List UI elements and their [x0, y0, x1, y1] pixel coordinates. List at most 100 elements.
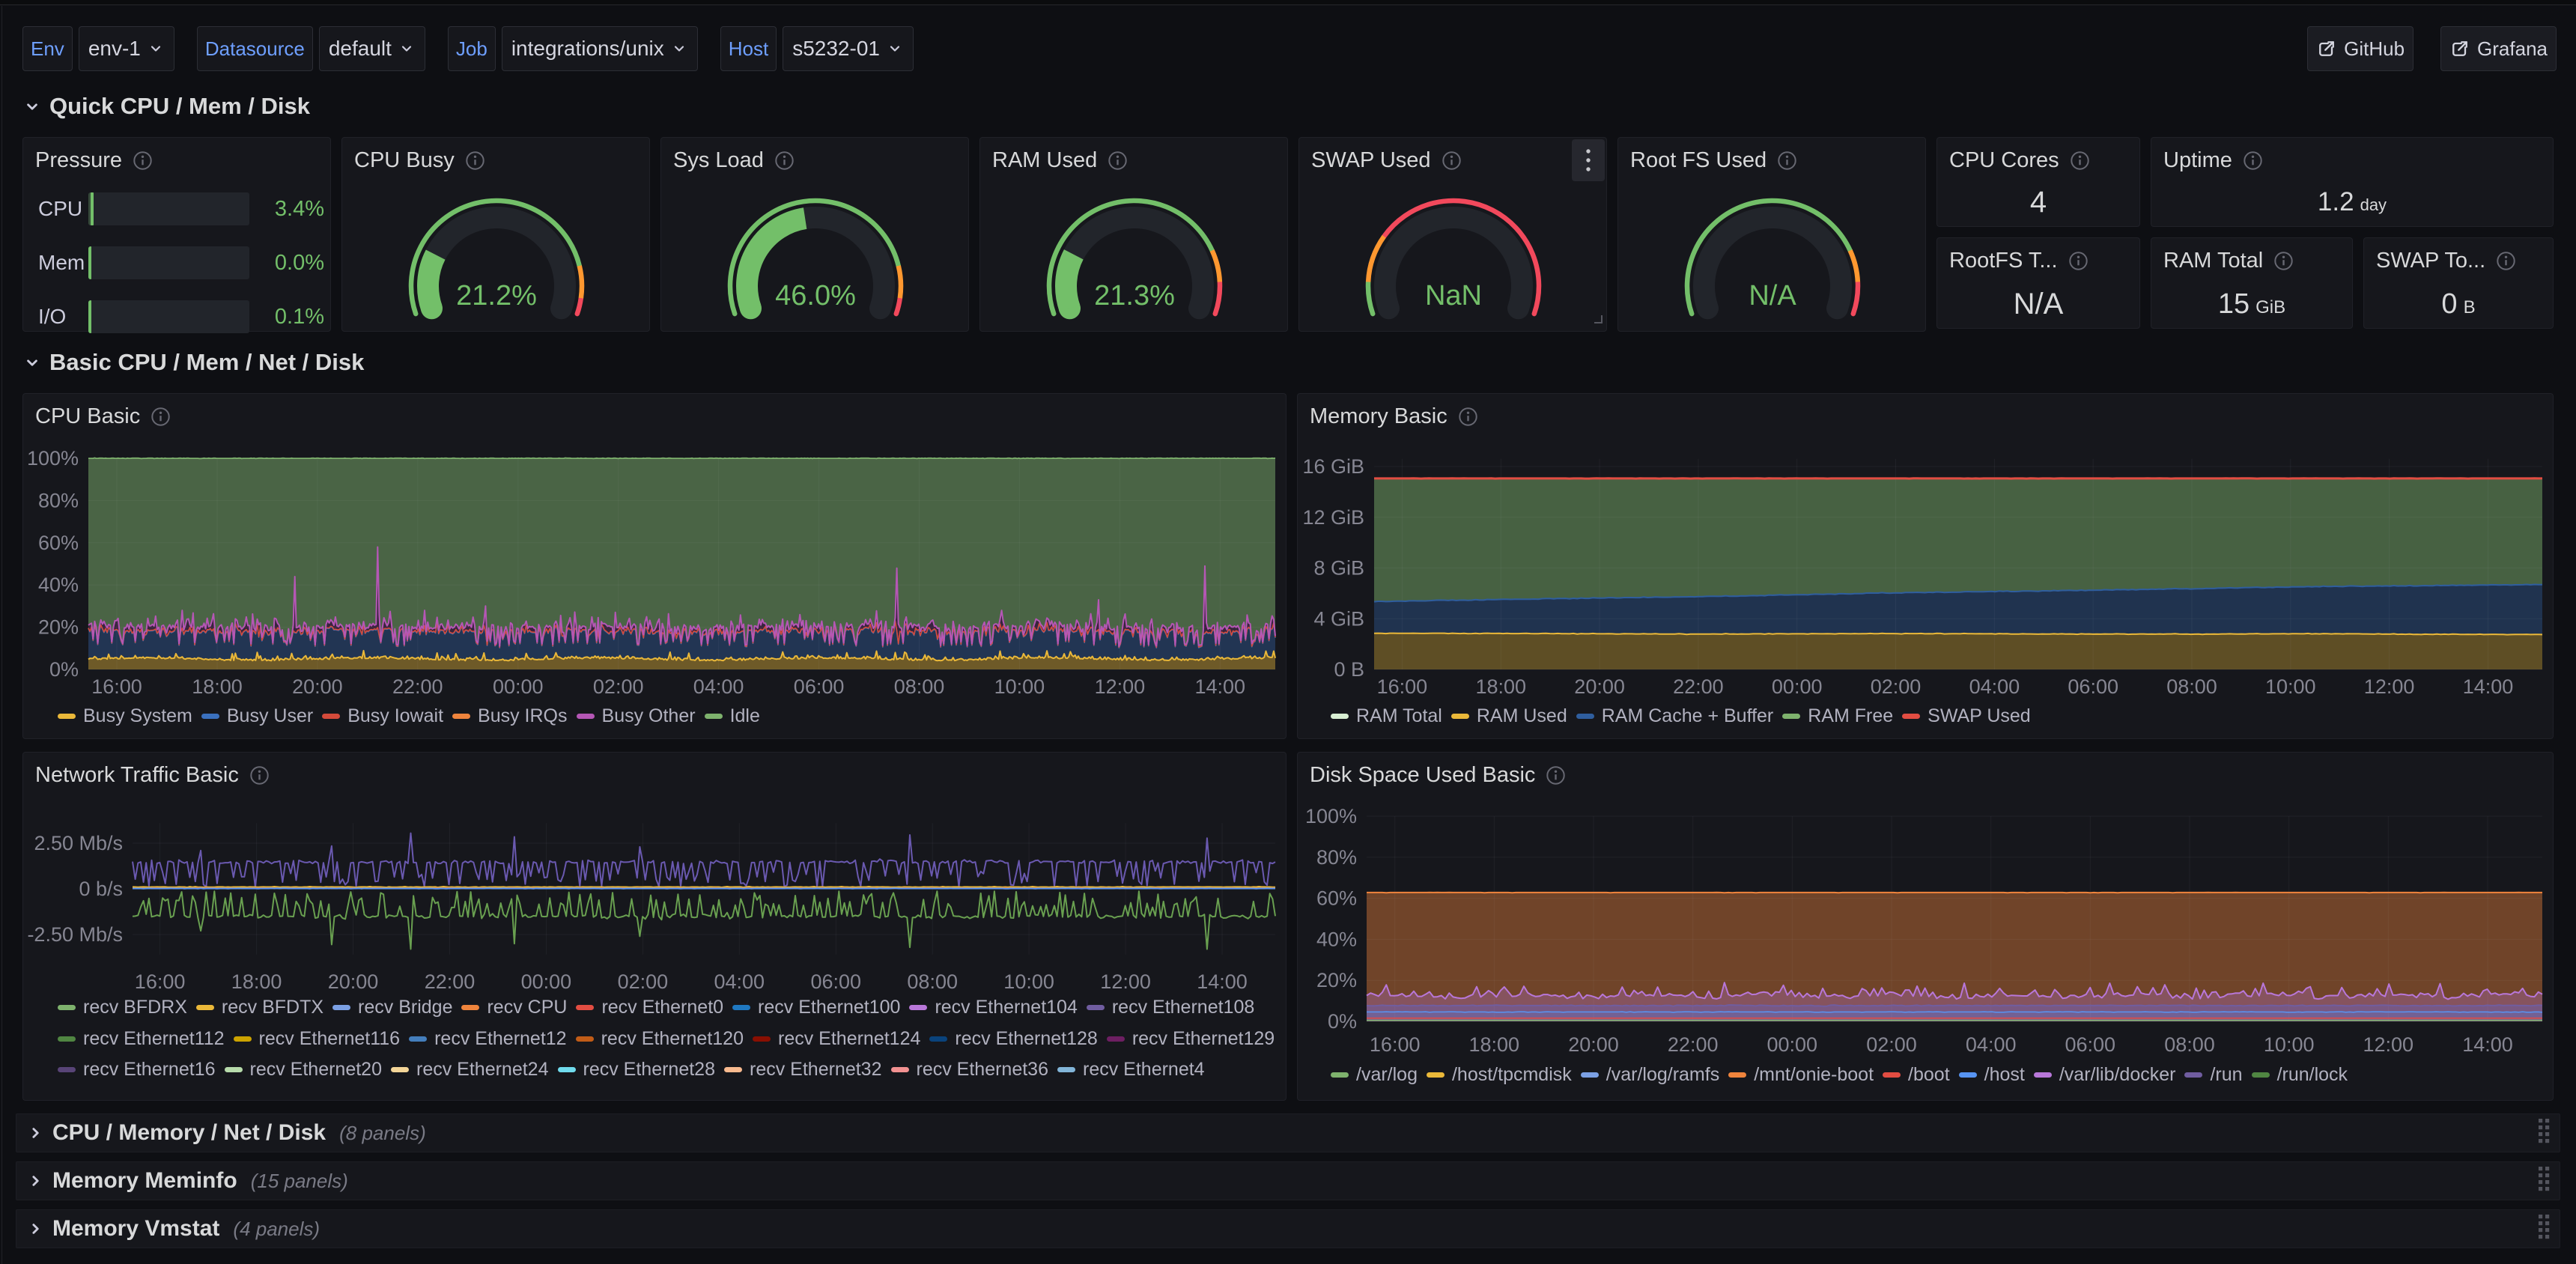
svg-text:20:00: 20:00 — [328, 970, 379, 993]
legend-item[interactable]: recv BFDTX — [195, 997, 323, 1018]
svg-text:12:00: 12:00 — [1095, 675, 1146, 698]
legend-item[interactable]: /var/log — [1331, 1064, 1418, 1086]
svg-text:22:00: 22:00 — [1673, 675, 1724, 698]
legend-label: SWAP Used — [1928, 705, 2031, 726]
legend-item[interactable]: recv Bridge — [332, 997, 452, 1018]
legend-item[interactable]: recv Ethernet24 — [391, 1059, 549, 1081]
chart-mem[interactable]: 0 B 4 GiB 8 GiB 12 GiB 16 GiB 16:00 18:00 20:00… — [1298, 394, 2554, 740]
legend-item[interactable]: recv Ethernet12 — [409, 1028, 567, 1050]
legend-item[interactable]: recv Ethernet120 — [575, 1028, 744, 1050]
variable-select-job[interactable]: integrations/unix — [501, 26, 698, 71]
chart-disk[interactable]: 0% 20% 40% 60% 80% 100% 16:00 18:00 20:00 22:00 00… — [1298, 753, 2554, 1102]
info-icon — [2070, 151, 2090, 171]
legend-item[interactable]: Busy Iowait — [322, 705, 443, 727]
panel-header[interactable]: SWAP To... — [2376, 247, 2516, 274]
legend-item[interactable]: recv CPU — [461, 997, 567, 1018]
panel-header[interactable]: RootFS T... — [1949, 247, 2089, 274]
legend-item[interactable]: /var/lib/docker — [2033, 1064, 2175, 1086]
variable-select-host[interactable]: s5232-01 — [783, 26, 914, 71]
chart-cpu[interactable]: 0% 20% 40% 60% 80% 100% 16:00 18:00 20:00 22:00 00… — [23, 394, 1287, 740]
variable-label-datasource[interactable]: Datasource — [196, 26, 313, 71]
collapsed-row-cpu-memory-net-disk[interactable]: CPU / Memory / Net / Disk (8 panels) — [16, 1113, 2560, 1152]
svg-text:14:00: 14:00 — [1197, 970, 1248, 993]
legend-item[interactable]: recv Ethernet28 — [557, 1059, 715, 1081]
panel-stat-uptime: Uptime 1.2 day — [2151, 137, 2554, 227]
svg-text:16:00: 16:00 — [1377, 675, 1428, 698]
row-header-basic-cpu-mem-net-disk[interactable]: Basic CPU / Mem / Net / Disk — [22, 349, 364, 376]
variable-env: Env env-1 — [22, 26, 174, 71]
panel-resize-handle[interactable] — [1592, 313, 1604, 329]
dashboard-link-github[interactable]: GitHub — [2307, 26, 2414, 71]
legend-item[interactable]: recv Ethernet129 — [1106, 1028, 1275, 1050]
panel-header[interactable]: Uptime — [2163, 147, 2263, 174]
legend-item[interactable]: /run/lock — [2251, 1064, 2348, 1086]
panel-title: Pressure — [35, 148, 123, 172]
panel-header[interactable]: Network Traffic Basic — [35, 762, 270, 789]
collapsed-row-memory-meminfo[interactable]: Memory Meminfo (15 panels) — [16, 1161, 2560, 1200]
legend-item[interactable]: recv Ethernet4 — [1057, 1059, 1205, 1081]
panel-header[interactable]: Pressure — [35, 147, 153, 174]
legend-item[interactable]: /host — [1958, 1064, 2025, 1086]
legend-item[interactable]: /boot — [1883, 1064, 1950, 1086]
legend-item[interactable]: /run — [2184, 1064, 2243, 1086]
drag-handle-icon[interactable] — [2539, 1119, 2550, 1147]
legend-item[interactable]: Idle — [704, 705, 760, 727]
variable-label-job[interactable]: Job — [447, 26, 496, 71]
row-header-quick-cpu-mem-disk[interactable]: Quick CPU / Mem / Disk — [22, 93, 310, 120]
panel-header[interactable]: Memory Basic — [1310, 403, 1478, 430]
legend-item[interactable]: recv Ethernet124 — [753, 1028, 920, 1050]
panel-header[interactable]: RAM Used — [992, 147, 1128, 174]
legend-item[interactable]: recv Ethernet16 — [58, 1059, 216, 1081]
panel-header[interactable]: Root FS Used — [1630, 147, 1797, 174]
legend-item[interactable]: Busy System — [58, 705, 192, 727]
variable-select-env[interactable]: env-1 — [78, 26, 174, 71]
variable-label-host[interactable]: Host — [720, 26, 777, 71]
legend-item[interactable]: Busy Other — [576, 705, 696, 727]
legend-item[interactable]: recv BFDRX — [58, 997, 187, 1018]
panel-header[interactable]: SWAP Used — [1311, 147, 1462, 174]
legend-item[interactable]: SWAP Used — [1902, 705, 2031, 727]
legend-item[interactable]: /mnt/onie-boot — [1728, 1064, 1874, 1086]
legend-item[interactable]: Busy User — [201, 705, 313, 727]
legend-item[interactable]: recv Ethernet104 — [909, 997, 1078, 1018]
legend-item[interactable]: recv Ethernet0 — [576, 997, 723, 1018]
panel-header[interactable]: RAM Total — [2163, 247, 2294, 274]
svg-text:22:00: 22:00 — [425, 970, 476, 993]
legend-item[interactable]: recv Ethernet100 — [732, 997, 900, 1018]
panel-title: RootFS T... — [1949, 248, 2058, 273]
svg-text:16:00: 16:00 — [135, 970, 186, 993]
panel-header[interactable]: Disk Space Used Basic — [1310, 762, 1566, 789]
legend-item[interactable]: /var/log/ramfs — [1580, 1064, 1719, 1086]
panel-header[interactable]: CPU Basic — [35, 403, 171, 430]
svg-text:60%: 60% — [38, 532, 79, 554]
panel-header[interactable]: Sys Load — [673, 147, 795, 174]
drag-handle-icon[interactable] — [2539, 1215, 2550, 1243]
page-left-border — [1, 6, 2, 1264]
legend-item[interactable]: RAM Free — [1782, 705, 1893, 727]
panel-header[interactable]: CPU Cores — [1949, 147, 2090, 174]
dashboard-link-grafana[interactable]: Grafana — [2440, 26, 2557, 71]
legend-item[interactable]: RAM Used — [1450, 705, 1567, 727]
legend-item[interactable]: RAM Cache + Buffer — [1576, 705, 1773, 727]
legend-item[interactable]: RAM Total — [1331, 705, 1442, 727]
legend-item[interactable]: recv Ethernet112 — [58, 1028, 225, 1050]
collapsed-row-memory-vmstat[interactable]: Memory Vmstat (4 panels) — [16, 1209, 2560, 1248]
legend-item[interactable]: Busy IRQs — [452, 705, 568, 727]
legend-label: RAM Used — [1476, 705, 1567, 726]
panel-header[interactable]: CPU Busy — [354, 147, 485, 174]
variable-select-datasource[interactable]: default — [318, 26, 425, 71]
legend-item[interactable]: recv Ethernet32 — [724, 1059, 882, 1081]
bargauge-label: Mem — [38, 251, 85, 274]
panel-title: SWAP Used — [1311, 148, 1431, 172]
panel-menu-button[interactable] — [1572, 139, 1605, 181]
legend-item[interactable]: recv Ethernet36 — [890, 1059, 1048, 1081]
drag-handle-icon[interactable] — [2539, 1167, 2550, 1195]
chart-net[interactable]: 2.50 Mb/s 0 b/s -2.50 Mb/s 16:00 18:00 20:00 2… — [23, 753, 1287, 1102]
legend-item[interactable]: recv Ethernet116 — [233, 1028, 400, 1050]
legend-item[interactable]: recv Ethernet20 — [224, 1059, 382, 1081]
legend-item[interactable]: /host/tpcmdisk — [1426, 1064, 1572, 1086]
variable-label-env[interactable]: Env — [22, 26, 73, 71]
legend-item[interactable]: recv Ethernet108 — [1086, 997, 1254, 1018]
legend-item[interactable]: recv Ethernet128 — [929, 1028, 1098, 1050]
legend-swatch — [576, 1004, 595, 1010]
